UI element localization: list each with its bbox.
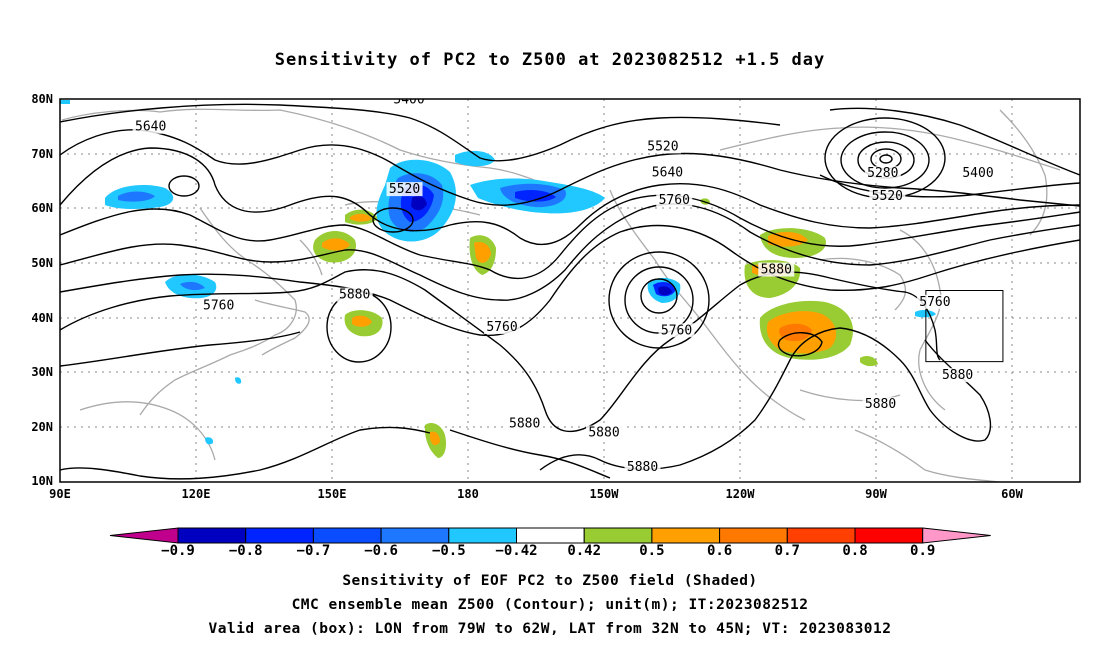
contour-label: 5400	[962, 166, 993, 181]
colorbar-high-end	[922, 527, 991, 544]
lon-label: 90W	[865, 487, 887, 501]
lat-label: 30N	[31, 365, 53, 379]
contour-label: 5760	[919, 295, 950, 310]
contour-label: 5880	[942, 368, 973, 383]
colorbar-tick-label: 0.42	[567, 543, 602, 559]
colorbar-swatch	[583, 527, 653, 544]
colorbar-swatch	[719, 527, 788, 544]
contour-label: 5640	[135, 120, 166, 135]
contour-label: 5760	[203, 299, 234, 314]
colorbar-swatch	[516, 527, 585, 544]
contour-label: 5880	[339, 288, 370, 303]
contour-label: 5760	[486, 320, 517, 335]
colorbar-tick-label: −0.42	[495, 543, 538, 559]
valid-area-box	[925, 290, 1004, 363]
colorbar-swatch	[312, 527, 382, 544]
colorbar-low-end	[109, 527, 179, 544]
contour-label: 5880	[865, 397, 896, 412]
lat-label: 20N	[31, 420, 53, 434]
contour-label: 5880	[627, 460, 658, 475]
lon-label: 120E	[181, 487, 211, 501]
colorbar-swatch	[177, 527, 247, 544]
map-title: Sensitivity of PC2 to Z500 at 2023082512…	[274, 50, 826, 70]
contour-label: 5760	[659, 193, 690, 208]
contour-label: 5280	[867, 166, 898, 181]
lat-label: 40N	[31, 311, 53, 325]
caption-contour: CMC ensemble mean Z500 (Contour); unit(m…	[291, 597, 809, 613]
colorbar-swatch	[854, 527, 924, 544]
colorbar-swatch	[448, 527, 517, 544]
lon-label: 120W	[725, 487, 755, 501]
z500-contours	[60, 103, 1080, 480]
lon-label: 150W	[589, 487, 619, 501]
contour-label: 5880	[761, 263, 792, 278]
colorbar-swatch	[245, 527, 314, 544]
caption-valid-area: Valid area (box): LON from 79W to 62W, L…	[208, 621, 892, 637]
contour-label: 5880	[588, 426, 619, 441]
map-frame	[59, 98, 1081, 483]
contour-label: 5520	[389, 182, 420, 197]
colorbar-swatch	[380, 527, 450, 544]
colorbar-tick-label: 0.6	[706, 543, 733, 559]
contour-label: 5880	[509, 416, 540, 431]
caption-shading: Sensitivity of EOF PC2 to Z500 field (Sh…	[342, 573, 758, 589]
lon-label: 150E	[317, 487, 347, 501]
colorbar-tick-label: −0.7	[296, 543, 331, 559]
lat-label: 60N	[31, 201, 53, 215]
lon-label: 180	[457, 487, 479, 501]
lon-label: 90E	[49, 487, 71, 501]
lat-label: 10N	[31, 474, 53, 488]
colorbar-tick-label: −0.8	[228, 543, 263, 559]
colorbar-tick-label: −0.6	[364, 543, 398, 559]
lon-label: 60W	[1001, 487, 1023, 501]
contour-label: 5400	[393, 92, 424, 107]
colorbar	[109, 527, 991, 544]
colorbar-tick-label: 0.7	[774, 543, 800, 559]
colorbar-tick-label: −0.9	[161, 543, 195, 559]
colorbar-tick-label: 0.8	[842, 543, 868, 559]
lat-label: 80N	[31, 92, 53, 106]
colorbar-tick-label: 0.5	[639, 543, 665, 559]
lat-label: 70N	[31, 147, 53, 161]
colorbar-swatch	[651, 527, 721, 544]
colorbar-swatch	[786, 527, 856, 544]
grid-lines	[60, 99, 1080, 482]
colorbar-tick-label: −0.5	[431, 543, 466, 559]
contour-labels: 5400 5640 5520 5760 5880 5760 5880 5880 5880 5760…	[132, 92, 996, 475]
contour-label: 5520	[647, 139, 678, 154]
colorbar-tick-label: 0.9	[910, 543, 936, 559]
contour-label: 5520	[872, 189, 903, 204]
contour-label: 5760	[661, 323, 692, 338]
contour-label: 5640	[652, 166, 683, 181]
lat-label: 50N	[31, 256, 53, 270]
